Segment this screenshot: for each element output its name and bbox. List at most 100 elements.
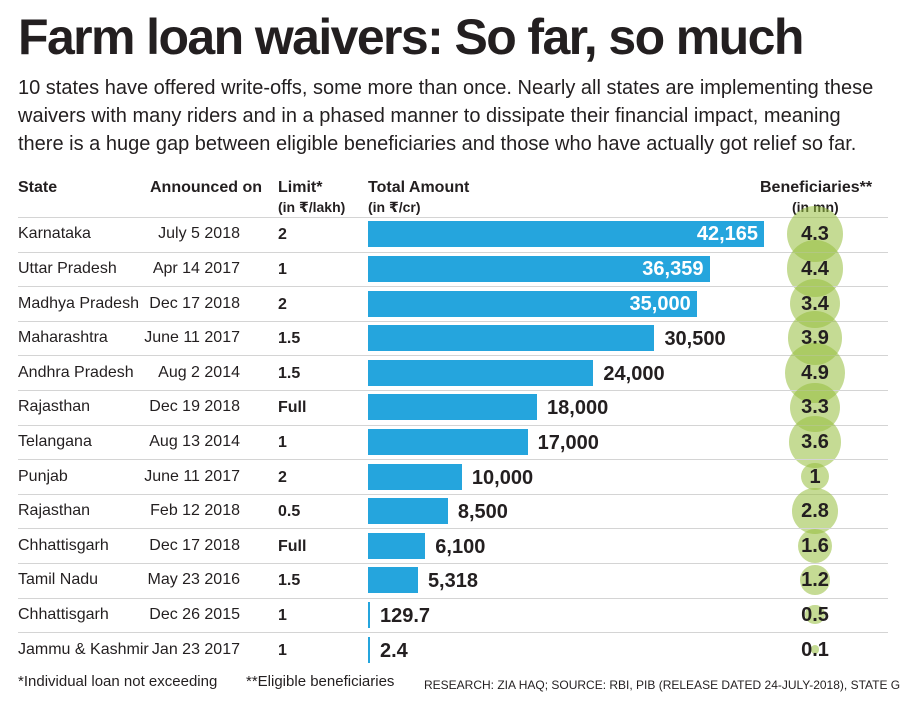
header-announced: Announced on bbox=[150, 179, 262, 196]
limit-value: 2 bbox=[278, 226, 287, 244]
row-separator bbox=[18, 390, 888, 391]
limit-value: Full bbox=[278, 537, 307, 555]
limit-value: 2 bbox=[278, 295, 287, 313]
row-separator bbox=[18, 217, 888, 218]
announced-date: Apr 14 2017 bbox=[152, 259, 240, 277]
beneficiaries-value: 0.1 bbox=[801, 638, 829, 661]
row-separator bbox=[18, 425, 888, 426]
limit-value: 1.5 bbox=[278, 330, 301, 348]
chart-subtitle: 10 states have offered write-offs, some … bbox=[18, 77, 874, 155]
amount-label: 24,000 bbox=[603, 362, 665, 385]
amount-label: 17,000 bbox=[537, 431, 599, 454]
amount-label: 2.4 bbox=[380, 639, 408, 662]
amount-bar bbox=[368, 359, 594, 386]
limit-value: 1 bbox=[278, 641, 287, 659]
row-separator bbox=[18, 494, 888, 495]
beneficiaries-bubble bbox=[792, 488, 838, 534]
row-separator bbox=[18, 355, 888, 356]
header-limit: Limit* bbox=[278, 179, 323, 196]
beneficiaries-value: 1 bbox=[809, 465, 821, 488]
beneficiaries-value: 0.5 bbox=[801, 603, 829, 626]
state-name: Rajasthan bbox=[18, 398, 91, 416]
header-beneficiaries: Beneficiaries** bbox=[760, 179, 873, 196]
state-name: Punjab bbox=[18, 467, 68, 485]
source-credit: RESEARCH: ZIA HAQ; SOURCE: RBI, PIB (REL… bbox=[424, 678, 900, 692]
limit-value: 2 bbox=[278, 468, 287, 486]
state-name: Tamil Nadu bbox=[18, 571, 99, 589]
amount-bar bbox=[368, 463, 462, 490]
announced-date: Jan 23 2017 bbox=[151, 640, 240, 658]
announced-date: July 5 2018 bbox=[158, 225, 240, 243]
amount-bar bbox=[368, 498, 448, 525]
beneficiaries-value: 4.4 bbox=[801, 257, 829, 280]
beneficiaries-value: 3.6 bbox=[801, 430, 829, 453]
amount-label: 18,000 bbox=[547, 397, 609, 420]
row-separator bbox=[18, 632, 888, 633]
limit-value: 1.5 bbox=[278, 364, 301, 382]
row-separator bbox=[18, 528, 888, 529]
state-name: Jammu & Kashmir bbox=[18, 640, 149, 658]
header-limit-unit: (in ₹/lakh) bbox=[278, 199, 346, 215]
header-state: State bbox=[18, 179, 58, 196]
state-name: Rajasthan bbox=[18, 502, 91, 520]
state-name: Uttar Pradesh bbox=[18, 259, 117, 277]
amount-label: 30,500 bbox=[664, 328, 726, 351]
footnote-beneficiaries: **Eligible beneficiaries bbox=[246, 673, 395, 690]
beneficiaries-bubble bbox=[805, 605, 825, 625]
amount-label: 36,359 bbox=[642, 257, 704, 280]
amount-bar bbox=[368, 567, 418, 594]
row-separator bbox=[18, 286, 888, 287]
row-separator bbox=[18, 563, 888, 564]
amount-label: 35,000 bbox=[629, 292, 691, 315]
announced-date: Aug 2 2014 bbox=[158, 363, 240, 381]
amount-bar bbox=[368, 255, 710, 282]
limit-value: 1 bbox=[278, 433, 287, 451]
state-name: Telangana bbox=[18, 432, 92, 450]
state-name: Chhattisgarh bbox=[18, 605, 109, 623]
limit-value: 1.5 bbox=[278, 572, 301, 590]
footnote-limit: *Individual loan not exceeding bbox=[18, 673, 218, 690]
amount-label: 6,100 bbox=[435, 535, 486, 558]
beneficiaries-bubble bbox=[797, 528, 833, 563]
limit-value: 1 bbox=[278, 606, 287, 624]
announced-date: May 23 2016 bbox=[147, 571, 240, 589]
announced-date: June 11 2017 bbox=[144, 329, 240, 347]
amount-bar bbox=[368, 636, 370, 663]
limit-value: 0.5 bbox=[278, 503, 301, 521]
announced-date: Dec 17 2018 bbox=[149, 536, 240, 554]
amount-label: 129.7 bbox=[380, 604, 431, 627]
announced-date: Aug 13 2014 bbox=[149, 432, 240, 450]
beneficiaries-bubble bbox=[810, 645, 820, 654]
state-name: Madhya Pradesh bbox=[18, 294, 139, 312]
announced-date: Feb 12 2018 bbox=[150, 502, 240, 520]
amount-bar bbox=[368, 428, 528, 455]
row-separator bbox=[18, 252, 888, 253]
announced-date: June 11 2017 bbox=[144, 467, 240, 485]
row-separator bbox=[18, 598, 888, 599]
amount-label: 5,318 bbox=[427, 570, 478, 593]
limit-value: 1 bbox=[278, 260, 287, 278]
row-separator bbox=[18, 459, 888, 460]
amount-label: 10,000 bbox=[471, 466, 534, 489]
beneficiaries-bubble bbox=[801, 462, 829, 491]
state-name: Maharashtra bbox=[18, 329, 108, 347]
state-name: Andhra Pradesh bbox=[18, 363, 134, 381]
amount-bar bbox=[368, 325, 655, 352]
beneficiaries-value: 3.3 bbox=[801, 396, 829, 419]
limit-value: Full bbox=[278, 399, 307, 417]
beneficiaries-value: 2.8 bbox=[801, 500, 829, 523]
amount-label: 8,500 bbox=[457, 501, 508, 524]
header-amount-unit: (in ₹/cr) bbox=[368, 199, 421, 215]
beneficiaries-value: 4.9 bbox=[801, 361, 829, 384]
announced-date: Dec 17 2018 bbox=[149, 294, 240, 312]
amount-bar bbox=[368, 290, 697, 317]
amount-bar bbox=[368, 601, 370, 628]
amount-bar bbox=[368, 394, 538, 421]
announced-date: Dec 26 2015 bbox=[149, 605, 240, 623]
announced-date: Dec 19 2018 bbox=[149, 398, 240, 416]
row-separator bbox=[18, 321, 888, 322]
beneficiaries-value: 1.2 bbox=[801, 569, 829, 592]
chart-title: Farm loan waivers: So far, so much bbox=[18, 9, 804, 65]
amount-bar bbox=[368, 221, 764, 248]
beneficiaries-bubble bbox=[800, 565, 830, 596]
